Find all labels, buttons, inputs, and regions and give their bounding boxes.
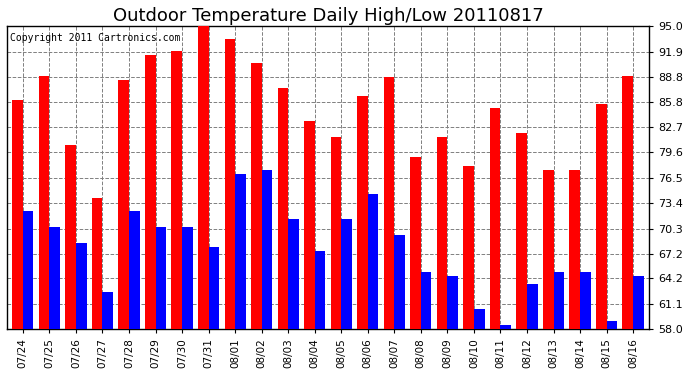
Bar — [411, 158, 421, 329]
Bar — [437, 137, 447, 329]
Bar — [39, 76, 50, 329]
Bar — [368, 194, 378, 329]
Bar — [490, 108, 500, 329]
Bar — [394, 235, 405, 329]
Bar — [516, 133, 527, 329]
Bar — [119, 80, 129, 329]
Bar — [235, 174, 246, 329]
Bar — [596, 104, 607, 329]
Bar — [447, 276, 458, 329]
Bar — [92, 198, 102, 329]
Title: Outdoor Temperature Daily High/Low 20110817: Outdoor Temperature Daily High/Low 20110… — [112, 7, 543, 25]
Bar — [224, 39, 235, 329]
Bar — [251, 63, 262, 329]
Bar — [262, 170, 273, 329]
Bar — [171, 51, 182, 329]
Bar — [580, 272, 591, 329]
Bar — [23, 210, 34, 329]
Bar — [331, 137, 342, 329]
Bar — [527, 284, 538, 329]
Bar — [357, 96, 368, 329]
Bar — [500, 325, 511, 329]
Bar — [633, 276, 644, 329]
Bar — [102, 292, 113, 329]
Bar — [474, 309, 484, 329]
Bar — [66, 145, 76, 329]
Bar — [543, 170, 553, 329]
Bar — [315, 252, 325, 329]
Bar — [198, 25, 208, 329]
Bar — [342, 219, 352, 329]
Bar — [145, 55, 155, 329]
Bar — [607, 321, 617, 329]
Bar — [277, 88, 288, 329]
Bar — [208, 248, 219, 329]
Bar — [12, 100, 23, 329]
Bar — [76, 243, 86, 329]
Bar — [288, 219, 299, 329]
Text: Copyright 2011 Cartronics.com: Copyright 2011 Cartronics.com — [10, 33, 181, 42]
Bar — [304, 121, 315, 329]
Bar — [129, 210, 139, 329]
Bar — [569, 170, 580, 329]
Bar — [384, 77, 394, 329]
Bar — [182, 227, 193, 329]
Bar — [155, 227, 166, 329]
Bar — [622, 76, 633, 329]
Bar — [421, 272, 431, 329]
Bar — [553, 272, 564, 329]
Bar — [50, 227, 60, 329]
Bar — [463, 165, 474, 329]
